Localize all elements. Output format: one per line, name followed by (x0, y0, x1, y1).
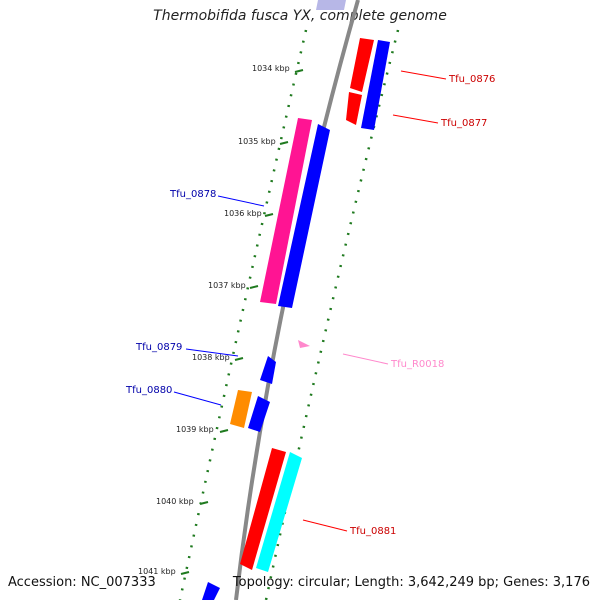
tick-label-1038: 1038 kbp (192, 353, 230, 362)
feature-faded-top (316, 0, 346, 10)
feature-tfu-0876-red (350, 38, 374, 92)
leader-tfu-0880 (173, 391, 222, 406)
leader-tfu-0881 (302, 519, 348, 532)
leader-tfu-0876 (400, 70, 447, 80)
leader-tfu-0879 (185, 348, 239, 357)
feature-tfu-0881-red (240, 448, 286, 570)
outer-tick-track (264, 29, 400, 600)
feature-tfu-0879-blue (260, 356, 276, 384)
gene-label-tfu-0876: Tfu_0876 (448, 74, 495, 85)
tick-label-1034: 1034 kbp (252, 64, 290, 73)
feature-tfu-r0018 (298, 340, 310, 348)
tick-mark-1035 (279, 141, 289, 145)
leader-tfu-0878 (217, 195, 265, 207)
gene-label-tfu-0881: Tfu_0881 (349, 526, 396, 537)
tick-mark-1036 (264, 213, 274, 217)
genome-summary-text: Topology: circular; Length: 3,642,249 bp… (232, 575, 590, 590)
leader-tfu-0877 (392, 114, 439, 124)
feature-bottom-blue (202, 582, 220, 600)
accession-text: Accession: NC_007333 (8, 575, 156, 590)
feature-tfu-0880-orange (230, 390, 252, 428)
gene-label-tfu-0878: Tfu_0878 (169, 189, 216, 200)
tick-mark-1034 (294, 69, 304, 73)
tick-mark-1037 (249, 285, 259, 289)
tick-label-1035: 1035 kbp (238, 137, 276, 146)
tick-label-1036: 1036 kbp (224, 209, 262, 218)
gene-label-tfu-0880: Tfu_0880 (125, 385, 172, 396)
tick-label-1037: 1037 kbp (208, 281, 246, 290)
map-title: Thermobifida fusca YX, complete genome (153, 8, 447, 24)
feature-tfu-0880-blue (248, 396, 270, 432)
genome-backbone (234, 0, 360, 600)
leader-tfu-r0018 (342, 353, 389, 365)
gene-label-tfu-0877: Tfu_0877 (440, 118, 487, 129)
tick-mark-1039 (219, 429, 229, 433)
tick-mark-1040 (199, 501, 209, 505)
feature-tfu-0877-red (346, 92, 362, 125)
feature-tfu-0878-blue (278, 124, 330, 308)
feature-tfu-0881-cyan (256, 452, 302, 572)
feature-tfu-0878-magenta (260, 118, 312, 304)
tick-mark-1038 (234, 357, 244, 361)
tick-label-1040: 1040 kbp (156, 497, 194, 506)
tick-label-1041: 1041 kbp (138, 567, 176, 576)
tick-label-1039: 1039 kbp (176, 425, 214, 434)
gene-label-tfu-0879: Tfu_0879 (135, 342, 182, 353)
tick-mark-1041 (180, 571, 190, 575)
inner-tick-track (178, 29, 308, 600)
feature-blue-0876 (361, 40, 390, 130)
gene-label-tfu-r0018: Tfu_R0018 (390, 359, 444, 370)
